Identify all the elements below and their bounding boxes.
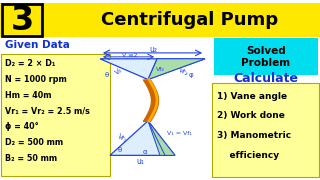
Text: 2) Work done: 2) Work done xyxy=(217,111,285,120)
Text: u₁: u₁ xyxy=(136,157,144,166)
Text: Vf₂: Vf₂ xyxy=(156,67,165,72)
Text: θ: θ xyxy=(118,147,122,153)
Text: V_w2: V_w2 xyxy=(122,52,138,58)
Text: 3: 3 xyxy=(10,4,34,37)
Text: D₂ = 2 × D₁: D₂ = 2 × D₁ xyxy=(5,59,55,68)
Text: Vr₁ = Vr₂ = 2.5 m/s: Vr₁ = Vr₂ = 2.5 m/s xyxy=(5,107,90,116)
FancyBboxPatch shape xyxy=(212,84,319,177)
Text: Calculate: Calculate xyxy=(234,72,299,85)
Polygon shape xyxy=(148,121,175,155)
Text: θ: θ xyxy=(105,72,109,78)
Text: 3) Manometric: 3) Manometric xyxy=(217,131,291,140)
Text: Centrifugal Pump: Centrifugal Pump xyxy=(101,11,279,29)
Text: Vr₂: Vr₂ xyxy=(177,66,189,77)
Text: D₂ = 500 mm: D₂ = 500 mm xyxy=(5,138,63,147)
Polygon shape xyxy=(100,59,205,80)
Text: u₂: u₂ xyxy=(149,45,157,54)
Text: Solved
Problem: Solved Problem xyxy=(241,46,291,68)
Text: N = 1000 rpm: N = 1000 rpm xyxy=(5,75,67,84)
Bar xyxy=(2,4,42,36)
Text: φ: φ xyxy=(189,72,193,78)
Polygon shape xyxy=(110,121,175,155)
Text: Given Data: Given Data xyxy=(5,40,70,50)
Text: Vr₁: Vr₁ xyxy=(116,133,128,144)
Polygon shape xyxy=(148,59,205,80)
Text: B₂ = 50 mm: B₂ = 50 mm xyxy=(5,154,57,163)
Bar xyxy=(0,3,320,37)
FancyBboxPatch shape xyxy=(214,38,318,75)
Text: efficiency: efficiency xyxy=(217,151,279,160)
Text: V₂: V₂ xyxy=(114,67,124,76)
Text: 1) Vane angle: 1) Vane angle xyxy=(217,92,287,101)
Text: Hm = 40m: Hm = 40m xyxy=(5,91,52,100)
FancyBboxPatch shape xyxy=(1,54,110,176)
Text: ϕ = 40°: ϕ = 40° xyxy=(5,122,39,131)
Text: V₁ = Vf₁: V₁ = Vf₁ xyxy=(167,131,192,136)
Text: α: α xyxy=(143,149,147,155)
Bar xyxy=(0,37,320,180)
